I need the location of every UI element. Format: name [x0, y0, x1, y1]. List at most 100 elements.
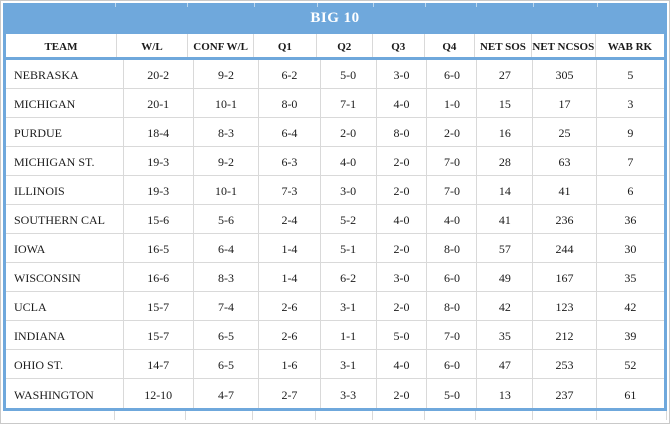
- table-row-wisconsin: WISCONSIN 16-6 8-3 1-4 6-2 3-0 6-0 49 167 35: [6, 263, 664, 292]
- stat-cell: 42: [477, 292, 534, 320]
- stat-cell: 20-1: [124, 89, 194, 117]
- table-row-purdue: PURDUE 18-4 8-3 6-4 2-0 8-0 2-0 16 25 9: [6, 118, 664, 147]
- stat-cell: 6-5: [194, 350, 260, 378]
- stat-cell: 15-7: [124, 321, 194, 349]
- stat-cell: 10-1: [194, 176, 260, 204]
- stat-cell: 14: [477, 176, 534, 204]
- stat-cell: 47: [477, 350, 534, 378]
- table-row-ucla: UCLA 15-7 7-4 2-6 3-1 2-0 8-0 42 123 42: [6, 292, 664, 321]
- stat-cell: 49: [477, 263, 534, 291]
- stat-cell: 5-0: [321, 60, 377, 88]
- stat-cell: 2-0: [377, 176, 428, 204]
- stat-cell: 6: [627, 184, 634, 198]
- column-tick: [425, 3, 427, 7]
- stat-cell: 28: [477, 147, 534, 175]
- stat-cell: 35: [624, 271, 637, 285]
- stat-cell: 2-0: [377, 379, 428, 408]
- gridline-segment: [476, 411, 533, 420]
- stat-cell: 2-0: [427, 118, 478, 146]
- stat-cell: 4-7: [194, 379, 260, 408]
- table-title: BIG 10: [310, 10, 360, 26]
- stat-cell: 3-1: [321, 350, 377, 378]
- team-cell: SOUTHERN CAL: [6, 205, 124, 233]
- stat-cell: 61: [624, 387, 637, 402]
- stat-cell: 14-7: [124, 350, 194, 378]
- stat-cell: 13: [477, 379, 534, 408]
- stat-cell: 25: [533, 118, 597, 146]
- stat-cell: 7-0: [427, 176, 478, 204]
- stat-cell: 15-7: [124, 292, 194, 320]
- stat-cell: 2-0: [377, 147, 428, 175]
- stat-cell: 16-6: [124, 263, 194, 291]
- gridline-segment: [186, 411, 254, 420]
- stat-cell: 2-6: [259, 292, 321, 320]
- stat-cell: 4-0: [321, 147, 377, 175]
- table-body: NEBRASKA 20-2 9-2 6-2 5-0 3-0 6-0 27 305 5 MICHIGA…: [6, 60, 664, 408]
- stat-cell: 5-6: [194, 205, 260, 233]
- stat-cell: 52: [624, 358, 637, 372]
- column-header-q3: Q3: [373, 34, 425, 57]
- stat-cell: 2-6: [259, 321, 321, 349]
- stat-cell: 3-0: [377, 60, 428, 88]
- gridline-segment: [425, 411, 476, 420]
- table-row-nebraska: NEBRASKA 20-2 9-2 6-2 5-0 3-0 6-0 27 305 5: [6, 60, 664, 89]
- stat-cell: 6-2: [321, 263, 377, 291]
- team-cell: UCLA: [6, 292, 124, 320]
- stat-cell: 12-10: [124, 379, 194, 408]
- stat-cell: 15-6: [124, 205, 194, 233]
- table-row-michigan: MICHIGAN 20-1 10-1 8-0 7-1 4-0 1-0 15 17 3: [6, 89, 664, 118]
- gridline-segment: [253, 411, 316, 420]
- stat-cell: 19-3: [124, 147, 194, 175]
- stat-cell: 9-2: [194, 60, 260, 88]
- stat-cell: 167: [533, 263, 597, 291]
- column-header-conf-w-l: CONF W/L: [188, 34, 255, 57]
- table-row-southern-cal: SOUTHERN CAL 15-6 5-6 2-4 5-2 4-0 4-0 41 236 36: [6, 205, 664, 234]
- stat-cell: 6-0: [427, 350, 478, 378]
- stat-cell: 3: [627, 97, 634, 111]
- stat-cell: 8-0: [377, 118, 428, 146]
- header-row: TEAM W/L CONF W/L Q1 Q2 Q3 Q4 NET SOS NET NCSOS W…: [6, 34, 664, 60]
- table-row-ohio-st: OHIO ST. 14-7 6-5 1-6 3-1 4-0 6-0 47 253 52: [6, 350, 664, 379]
- team-cell: INDIANA: [6, 321, 124, 349]
- column-header-q2: Q2: [317, 34, 373, 57]
- gridline-segment: [597, 411, 667, 420]
- stat-cell: 6-5: [194, 321, 260, 349]
- stat-cell: 57: [477, 234, 534, 262]
- stat-cell: 19-3: [124, 176, 194, 204]
- gridline-segment: [316, 411, 373, 420]
- table-row-michigan-st: MICHIGAN ST. 19-3 9-2 6-3 4-0 2-0 7-0 28 63 7: [6, 147, 664, 176]
- stat-cell: 244: [533, 234, 597, 262]
- stat-cell: 8-3: [194, 118, 260, 146]
- stat-cell: 6-0: [427, 60, 478, 88]
- team-cell: MICHIGAN: [6, 89, 124, 117]
- team-cell: IOWA: [6, 234, 124, 262]
- stat-cell: 7-0: [427, 321, 478, 349]
- column-tick: [253, 3, 255, 7]
- stat-cell: 18-4: [124, 118, 194, 146]
- column-tick: [532, 3, 534, 7]
- stat-cell: 4-0: [427, 205, 478, 233]
- team-cell: MICHIGAN ST.: [6, 147, 124, 175]
- stat-cell: 1-0: [427, 89, 478, 117]
- stat-cell: 2-4: [259, 205, 321, 233]
- stat-cell: 1-6: [259, 350, 321, 378]
- column-tick: [187, 3, 189, 7]
- stat-cell: 20-2: [124, 60, 194, 88]
- stat-cell: 6-4: [194, 234, 260, 262]
- stat-cell: 5-2: [321, 205, 377, 233]
- stat-cell: 63: [533, 147, 597, 175]
- column-tick: [115, 3, 117, 7]
- stat-cell: 1-4: [259, 234, 321, 262]
- stat-cell: 9: [627, 126, 634, 140]
- stat-cell: 212: [533, 321, 597, 349]
- stat-cell: 4-0: [377, 205, 428, 233]
- column-tick: [316, 3, 318, 7]
- stat-cell: 30: [624, 242, 637, 256]
- gridline-segment: [115, 411, 187, 420]
- table-title-bar: BIG 10: [3, 3, 667, 34]
- stat-cell: 3-3: [321, 379, 377, 408]
- stat-cell: 236: [533, 205, 597, 233]
- stat-cell: 1-1: [321, 321, 377, 349]
- stat-cell: 39: [624, 329, 637, 343]
